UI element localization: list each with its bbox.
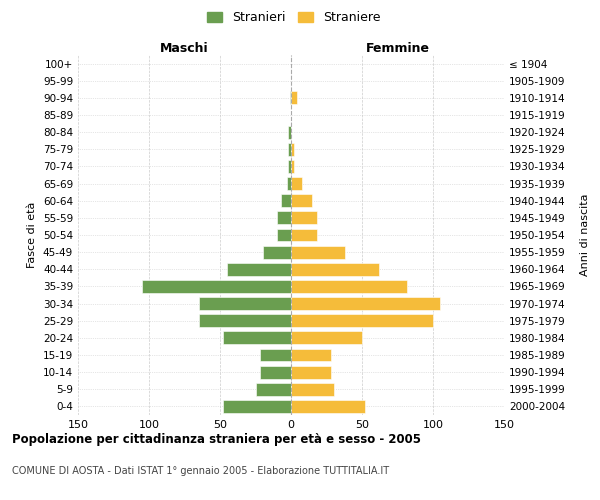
Bar (290, 92, 291, 104)
Bar (263, 246, 291, 258)
Bar (291, 177, 302, 190)
Bar (223, 400, 291, 413)
Bar (291, 400, 365, 413)
Bar (291, 246, 345, 258)
Bar (256, 383, 291, 396)
Legend: Stranieri, Straniere: Stranieri, Straniere (202, 6, 386, 29)
Bar (291, 297, 440, 310)
Bar (291, 212, 317, 224)
Bar (223, 332, 291, 344)
Bar (287, 177, 291, 190)
Bar (291, 314, 433, 327)
Text: COMUNE DI AOSTA - Dati ISTAT 1° gennaio 2005 - Elaborazione TUTTITALIA.IT: COMUNE DI AOSTA - Dati ISTAT 1° gennaio … (12, 466, 389, 476)
Bar (291, 332, 362, 344)
Bar (260, 366, 291, 378)
Bar (288, 126, 291, 138)
Bar (260, 348, 291, 362)
Bar (142, 280, 291, 293)
Bar (291, 366, 331, 378)
Bar (291, 348, 331, 362)
Bar (199, 297, 291, 310)
Text: Femmine: Femmine (365, 42, 430, 55)
Y-axis label: Anni di nascita: Anni di nascita (580, 194, 590, 276)
Bar (291, 383, 334, 396)
Bar (291, 263, 379, 276)
Bar (277, 228, 291, 241)
Bar (291, 160, 294, 173)
Bar (277, 212, 291, 224)
Bar (199, 314, 291, 327)
Bar (291, 194, 313, 207)
Bar (291, 228, 317, 241)
Bar (291, 280, 407, 293)
Bar (288, 143, 291, 156)
Bar (291, 92, 296, 104)
Y-axis label: Fasce di età: Fasce di età (28, 202, 37, 268)
Text: Maschi: Maschi (160, 42, 209, 55)
Text: Popolazione per cittadinanza straniera per età e sesso - 2005: Popolazione per cittadinanza straniera p… (12, 432, 421, 446)
Bar (288, 160, 291, 173)
Bar (227, 263, 291, 276)
Bar (281, 194, 291, 207)
Bar (291, 143, 294, 156)
